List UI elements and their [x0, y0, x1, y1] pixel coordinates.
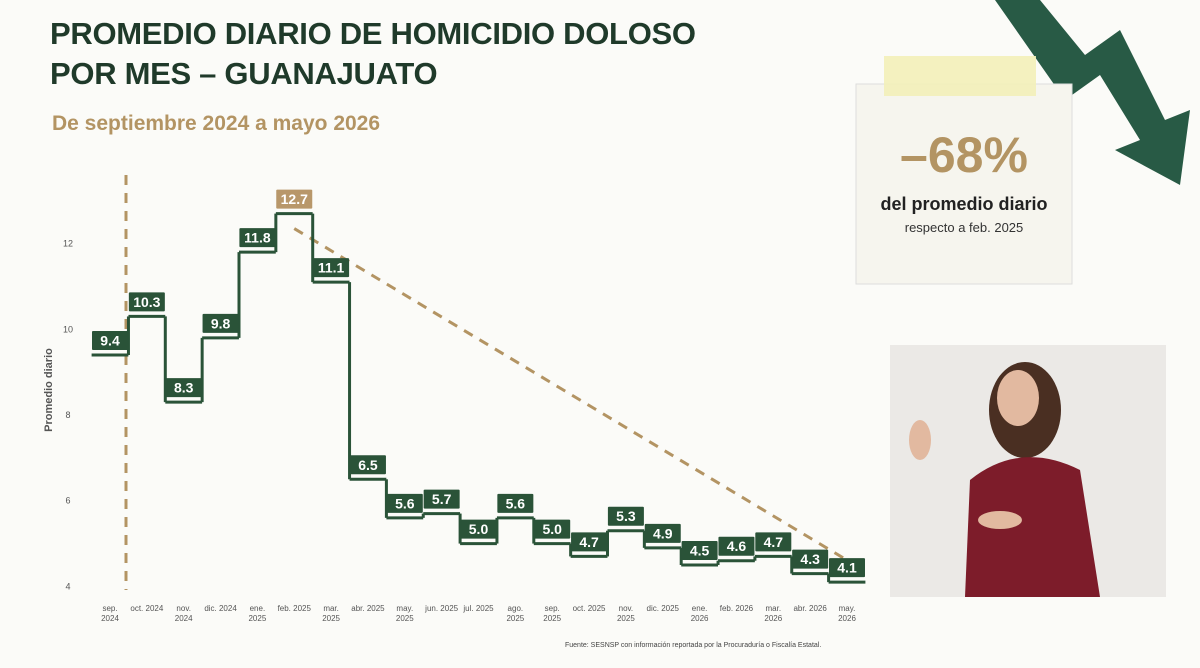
value-label: 5.0	[542, 521, 562, 537]
value-label-box	[313, 258, 350, 278]
x-tick-label: oct. 2024	[130, 604, 164, 613]
y-tick-label: 12	[63, 239, 73, 249]
value-label-box	[681, 541, 718, 560]
x-tick-label: mar. 2026	[764, 604, 783, 623]
value-label: 5.7	[432, 491, 452, 507]
value-label-box	[276, 189, 313, 209]
annotation-value: –68%	[900, 127, 1028, 183]
value-label-box	[829, 558, 865, 578]
x-tick-label: abr. 2026	[793, 604, 827, 613]
y-axis-label: Promedio diario	[43, 348, 55, 432]
value-label: 6.5	[358, 457, 378, 473]
x-tick-label: ago. 2025	[506, 604, 525, 623]
value-label-box	[128, 292, 165, 312]
value-label: 5.3	[616, 508, 636, 524]
value-label-box	[165, 378, 202, 398]
x-tick-label: jul. 2025	[463, 604, 494, 613]
x-tick-label: abr. 2025	[351, 604, 385, 613]
x-tick-label: may. 2026	[838, 604, 856, 623]
x-tick-label: jun. 2025	[425, 604, 459, 613]
x-tick-label: sep. 2024	[101, 604, 119, 623]
y-tick-label: 4	[65, 581, 70, 591]
tape	[884, 56, 1036, 96]
y-tick-label: 8	[65, 410, 70, 420]
value-label: 9.4	[100, 333, 120, 349]
y-tick-label: 6	[65, 496, 70, 506]
value-label-box	[718, 536, 755, 556]
x-tick-label: ene. 2026	[690, 604, 709, 623]
x-tick-label: oct. 2025	[572, 604, 606, 613]
value-label-box	[92, 331, 128, 350]
value-label: 11.8	[244, 230, 271, 246]
value-label: 4.3	[800, 551, 820, 567]
value-label: 4.7	[764, 534, 784, 550]
step-series	[91, 212, 866, 584]
hand	[909, 420, 931, 460]
x-tick-label: sep. 2025	[543, 604, 562, 623]
value-label: 9.8	[211, 315, 231, 331]
x-tick-label: nov. 2024	[174, 604, 193, 623]
value-label-box	[386, 493, 423, 513]
value-label-box	[571, 532, 608, 552]
trend-line	[293, 227, 848, 562]
value-label: 8.3	[174, 380, 194, 396]
source: Fuente: SESNSP con información reportada…	[565, 642, 822, 649]
body	[965, 457, 1100, 597]
value-label-box	[239, 228, 276, 248]
x-tick-label: feb. 2026	[719, 604, 754, 613]
value-label-box	[202, 313, 239, 333]
value-label: 11.1	[318, 260, 345, 276]
note	[855, 83, 1073, 285]
x-tick-label: dic. 2024	[204, 604, 237, 613]
y-tick-label: 10	[63, 324, 73, 334]
x-tick-label: dic. 2025	[646, 604, 679, 613]
x-tick-label: mar. 2025	[322, 604, 340, 623]
value-label-box	[755, 532, 792, 552]
value-label: 5.6	[395, 495, 415, 511]
value-label-box	[460, 519, 497, 539]
value-label-box	[792, 549, 829, 569]
value-label: 4.9	[653, 525, 673, 541]
value-label: 5.6	[506, 495, 526, 511]
hand	[978, 511, 1022, 529]
value-label: 4.6	[727, 538, 747, 554]
value-label: 4.5	[690, 543, 710, 559]
face	[997, 370, 1039, 426]
x-tick-label: nov. 2025	[616, 604, 635, 623]
value-label-box	[644, 523, 681, 543]
value-label-box	[497, 493, 534, 513]
value-label-box	[534, 519, 571, 539]
value-label: 10.3	[133, 294, 160, 310]
title: PROMEDIO DIARIO DE HOMICIDIO DOLOSO POR …	[50, 16, 696, 91]
value-label: 4.7	[579, 534, 599, 550]
subtitle: De septiembre 2024 a mayo 2026	[52, 112, 381, 135]
value-label: 5.0	[469, 521, 489, 537]
x-tick-label: feb. 2025	[277, 604, 311, 613]
value-label-box	[423, 489, 460, 509]
x-tick-label: may. 2025	[395, 604, 414, 623]
value-label: 12.7	[281, 191, 308, 207]
annotation-text: del promedio diario	[880, 194, 1048, 214]
x-tick-label: ene. 2025	[248, 604, 267, 623]
value-label-box	[349, 455, 386, 475]
annotation-subtext: respecto a feb. 2025	[904, 220, 1024, 235]
value-label: 4.1	[837, 560, 857, 576]
value-label-box	[607, 506, 644, 526]
arrow-decoration	[995, 0, 1190, 185]
